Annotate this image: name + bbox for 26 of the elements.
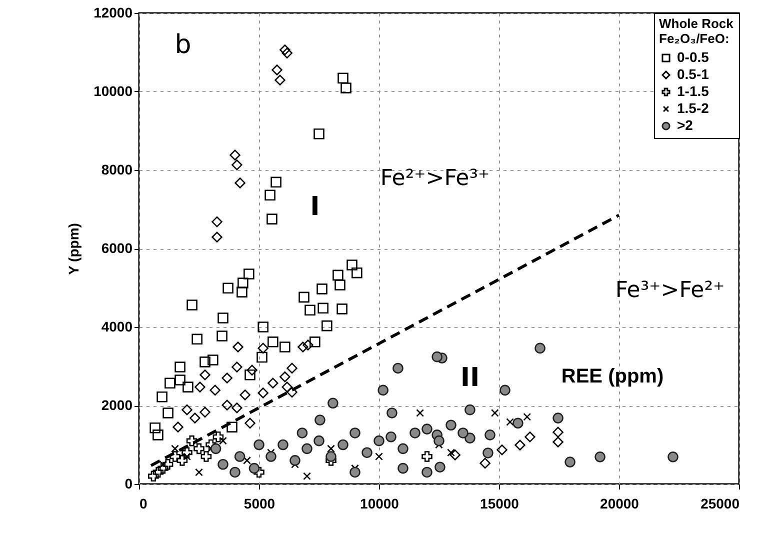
annotation: Fe²⁺>Fe³⁺: [380, 166, 490, 191]
y-tick-label: 2000: [101, 397, 133, 413]
legend-label: 1.5-2: [677, 100, 710, 116]
y-tick-label: 10000: [94, 83, 133, 99]
annotation: b: [174, 30, 192, 60]
legend-label: 1-1.5: [677, 83, 710, 99]
x-tick-label: 15000: [480, 496, 520, 512]
y-tick-label: 12000: [94, 4, 133, 20]
x-tick-label: 0: [140, 496, 148, 512]
y-axis-title: Y (ppm): [66, 223, 82, 275]
legend-label: >2: [677, 117, 694, 133]
legend-title: Whole Rock Fe₂O₃/FeO:: [659, 16, 734, 46]
legend-label: 0.5-1: [677, 66, 710, 82]
legend-label: 0-0.5: [677, 49, 710, 65]
x-axis-title: REE (ppm): [561, 366, 664, 388]
y-tick-label: 8000: [101, 162, 133, 178]
x-tick-label: 5000: [244, 496, 276, 512]
y-tick-label: 0: [124, 476, 133, 492]
y-tick-label: 4000: [101, 318, 133, 334]
x-tick-label: 20000: [600, 496, 640, 512]
y-tick-label: 6000: [101, 240, 133, 256]
x-tick-label: 10000: [360, 496, 400, 512]
annotation: Fe³⁺>Fe²⁺: [615, 278, 725, 303]
annotation: II: [460, 363, 480, 393]
annotation: I: [310, 192, 320, 222]
x-tick-label: 25000: [700, 496, 740, 512]
